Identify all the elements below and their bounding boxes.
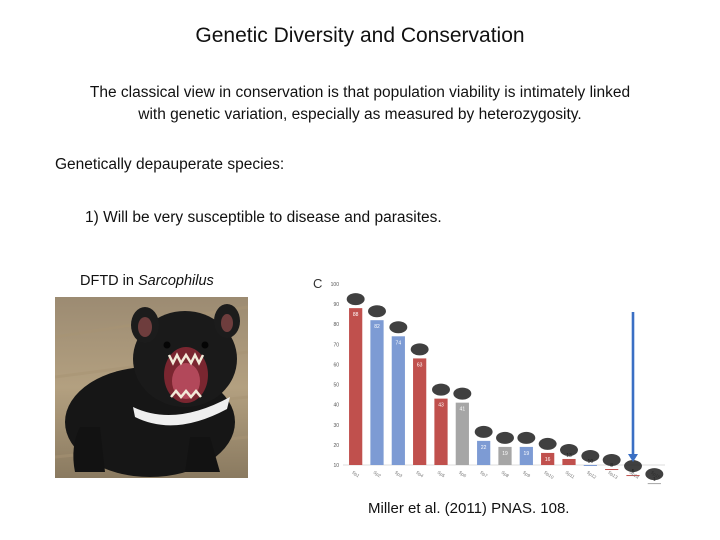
x-tick-label: Sp5 [436,470,446,479]
x-tick-label: Sp11 [564,470,576,480]
bar-1 [349,308,363,465]
bar-value-label: 43 [438,403,444,409]
species-silhouette-icon [624,460,642,473]
bar-value-label: 19 [524,451,530,457]
y-tick-label: 30 [333,423,339,429]
bar-11 [562,458,576,465]
species-silhouette-icon [453,387,472,400]
slide-title: Genetic Diversity and Conservation [195,24,525,47]
bar-value-label: 5 [632,469,635,475]
citation: Miller et al. (2011) PNAS. 108. [368,500,570,517]
bar-value-label: 82 [374,324,380,330]
heterozygosity-chart: C 100 90 80 70 60 50 40 30 20 10 88 82 74 63 43 41 22 19… [313,276,665,485]
y-tick-label: 40 [333,403,339,409]
y-tick-label: 90 [333,302,339,308]
y-tick-label: 100 [331,282,340,288]
bar-value-label: 74 [396,340,402,346]
species-silhouette-icon [645,468,664,481]
species-silhouette-icon [560,443,578,456]
dftd-caption: DFTD in Sarcophilus [80,273,214,289]
dftd-prefix: DFTD in [80,273,138,289]
x-tick-label: Sp2 [372,470,382,479]
bar-value-label: 63 [417,362,423,368]
bar-5 [434,398,448,465]
bar-13 [605,469,619,471]
bar-value-label: 22 [481,445,487,451]
x-tick-label: Sp13 [607,470,619,480]
species-silhouette-icon [538,437,557,450]
y-tick-label: 60 [333,362,339,368]
bar-3 [391,336,405,465]
bar-value-label: 19 [502,451,508,457]
x-tick-label: Sp10 [543,470,555,480]
bar-value-label: 41 [460,407,466,413]
bar-9 [519,446,533,465]
point-1: 1) Will be very susceptible to disease a… [85,209,442,226]
y-tick-label: 10 [333,463,339,469]
y-tick-label: 50 [333,383,339,389]
x-tick-label: Sp12 [586,470,598,480]
species-silhouette-icon [389,321,408,334]
bar-6 [455,402,469,465]
x-tick-label: Sp1 [351,470,361,479]
species-silhouette-icon [432,383,450,396]
bar-7 [477,440,491,465]
bar-value-label: 13 [566,453,572,459]
species-silhouette-icon [517,431,536,444]
species-silhouette-icon [496,431,514,444]
bar-value-label: 10 [588,459,594,465]
bar-10 [541,452,555,465]
bar-value-label: 8 [610,463,613,469]
bar-14 [626,475,640,477]
chart-bars: 88 82 74 63 43 41 22 19 19 16 13 10 8 5 1 [349,308,661,485]
x-tick-label: Sp14 [628,470,640,480]
intro-text: The classical view in conservation is th… [89,84,631,123]
bar-8 [498,446,512,465]
chart-x-labels: Sp1 Sp2 Sp3 Sp4 Sp5 Sp6 Sp7 Sp8 Sp9 Sp10 Sp11 Sp12 S… [351,470,662,480]
highlight-arrow [628,312,638,463]
x-tick-label: Sp8 [500,470,510,479]
x-tick-label: Sp6 [458,470,468,479]
species-silhouette-icon [368,305,386,318]
chart-panel-label: C [313,276,322,291]
y-tick-label: 20 [333,443,339,449]
x-tick-label: Sp7 [479,470,489,479]
species-silhouette-icon [581,450,600,462]
x-tick-label: Sp9 [522,470,532,479]
x-tick-label: Sp3 [394,470,404,479]
bar-4 [413,358,427,465]
bar-value-label: 88 [353,312,359,318]
bar-12 [583,465,597,466]
x-tick-label: Sp4 [415,470,425,479]
tasmanian-devil-photo [55,297,248,478]
y-tick-label: 80 [333,322,339,328]
species-silhouette-icon [602,454,621,467]
chart-species-icons [346,293,664,481]
bar-value-label: 16 [545,457,551,463]
arrow-head-icon [628,454,638,463]
y-tick-label: 70 [333,342,339,348]
section-heading: Genetically depauperate species: [55,156,285,173]
species-silhouette-icon [474,425,493,438]
bar-value-label: 1 [653,477,656,483]
bar-2 [370,320,384,465]
dftd-genus: Sarcophilus [138,273,214,289]
bar-15 [647,483,661,485]
species-silhouette-icon [346,293,365,306]
species-silhouette-icon [410,343,429,356]
